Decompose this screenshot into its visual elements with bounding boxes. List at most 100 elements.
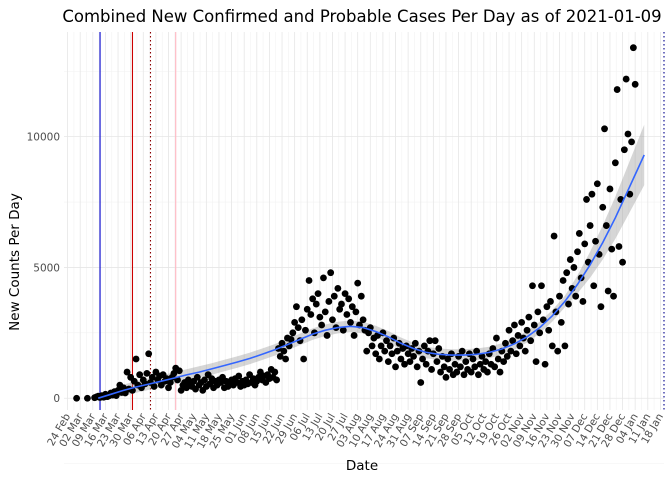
- data-point: [453, 368, 461, 376]
- data-point: [566, 256, 574, 263]
- data-point: [606, 185, 614, 193]
- data-point: [525, 313, 533, 321]
- data-point: [393, 347, 401, 355]
- data-point: [502, 339, 509, 347]
- data-point: [327, 269, 335, 277]
- data-point: [316, 313, 324, 321]
- data-point: [352, 308, 360, 316]
- data-point: [447, 350, 455, 358]
- data-point: [303, 305, 311, 313]
- data-point: [581, 240, 589, 248]
- data-point: [386, 342, 394, 350]
- data-point: [280, 347, 288, 355]
- x-axis-title: Date: [346, 458, 378, 474]
- data-point: [175, 367, 183, 375]
- data-point: [339, 326, 347, 334]
- data-point: [493, 334, 500, 342]
- data-point: [235, 372, 243, 380]
- data-point: [494, 355, 502, 363]
- data-point: [201, 376, 208, 384]
- data-point: [354, 279, 362, 287]
- data-point: [511, 321, 518, 329]
- data-point: [440, 363, 448, 371]
- data-point: [622, 75, 630, 83]
- data-point: [613, 86, 621, 93]
- data-point: [383, 337, 390, 345]
- data-point: [298, 316, 306, 324]
- data-point: [433, 358, 441, 366]
- data-point: [575, 230, 583, 237]
- data-point: [145, 350, 153, 358]
- data-point: [406, 358, 414, 366]
- data-point: [471, 363, 479, 371]
- data-point: [334, 284, 342, 292]
- data-point: [512, 350, 520, 358]
- data-point: [628, 138, 635, 146]
- data-point: [411, 339, 419, 347]
- y-tick-label: 0: [53, 393, 60, 405]
- data-point: [166, 379, 174, 386]
- data-point: [475, 371, 482, 379]
- data-point: [341, 290, 349, 297]
- data-point: [294, 324, 302, 331]
- data-point: [357, 292, 365, 300]
- reference-lines: [99, 32, 665, 410]
- data-point: [363, 347, 371, 355]
- data-point: [148, 373, 156, 381]
- data-point: [217, 379, 225, 386]
- data-point: [509, 337, 517, 345]
- data-point: [545, 326, 553, 334]
- y-tick-label: 5000: [33, 262, 60, 274]
- data-point: [428, 366, 435, 373]
- data-point: [276, 352, 284, 360]
- data-point: [451, 360, 459, 368]
- data-point: [165, 384, 172, 392]
- data-point: [343, 311, 351, 318]
- data-point: [529, 282, 536, 290]
- data-point: [608, 245, 616, 253]
- data-point: [590, 282, 598, 290]
- data-point: [619, 258, 626, 266]
- data-point: [602, 222, 610, 229]
- data-point: [323, 332, 331, 339]
- smooth-trend-line: [97, 154, 645, 399]
- data-point: [505, 326, 513, 334]
- data-point: [312, 300, 320, 308]
- data-point: [538, 282, 545, 290]
- data-point: [404, 350, 412, 358]
- data-point: [518, 318, 526, 326]
- data-point: [500, 358, 508, 366]
- data-point: [482, 358, 490, 366]
- data-point: [592, 237, 599, 245]
- data-point: [375, 355, 383, 363]
- data-point: [467, 368, 475, 376]
- data-point: [273, 376, 281, 384]
- data-point: [392, 363, 399, 371]
- data-point: [401, 360, 408, 368]
- data-point: [599, 203, 607, 211]
- data-point: [514, 332, 522, 339]
- data-point: [271, 368, 279, 376]
- data-point: [491, 363, 499, 371]
- data-point: [539, 316, 547, 324]
- y-axis-ticks: 0 5000 10000: [27, 132, 60, 406]
- data-point: [381, 347, 389, 355]
- data-point: [554, 347, 562, 355]
- data-point: [572, 292, 580, 300]
- data-point: [84, 394, 91, 402]
- data-point: [604, 287, 612, 295]
- data-point: [359, 316, 367, 324]
- data-point: [330, 292, 338, 300]
- data-point: [422, 360, 430, 368]
- data-point: [611, 159, 619, 167]
- data-point: [442, 373, 450, 381]
- chart-title: Combined New Confirmed and Probable Case…: [62, 7, 661, 26]
- data-point: [559, 277, 567, 284]
- data-point: [557, 318, 565, 326]
- data-point: [458, 347, 466, 355]
- data-point: [570, 264, 578, 271]
- data-point: [348, 303, 356, 311]
- data-point: [321, 308, 329, 316]
